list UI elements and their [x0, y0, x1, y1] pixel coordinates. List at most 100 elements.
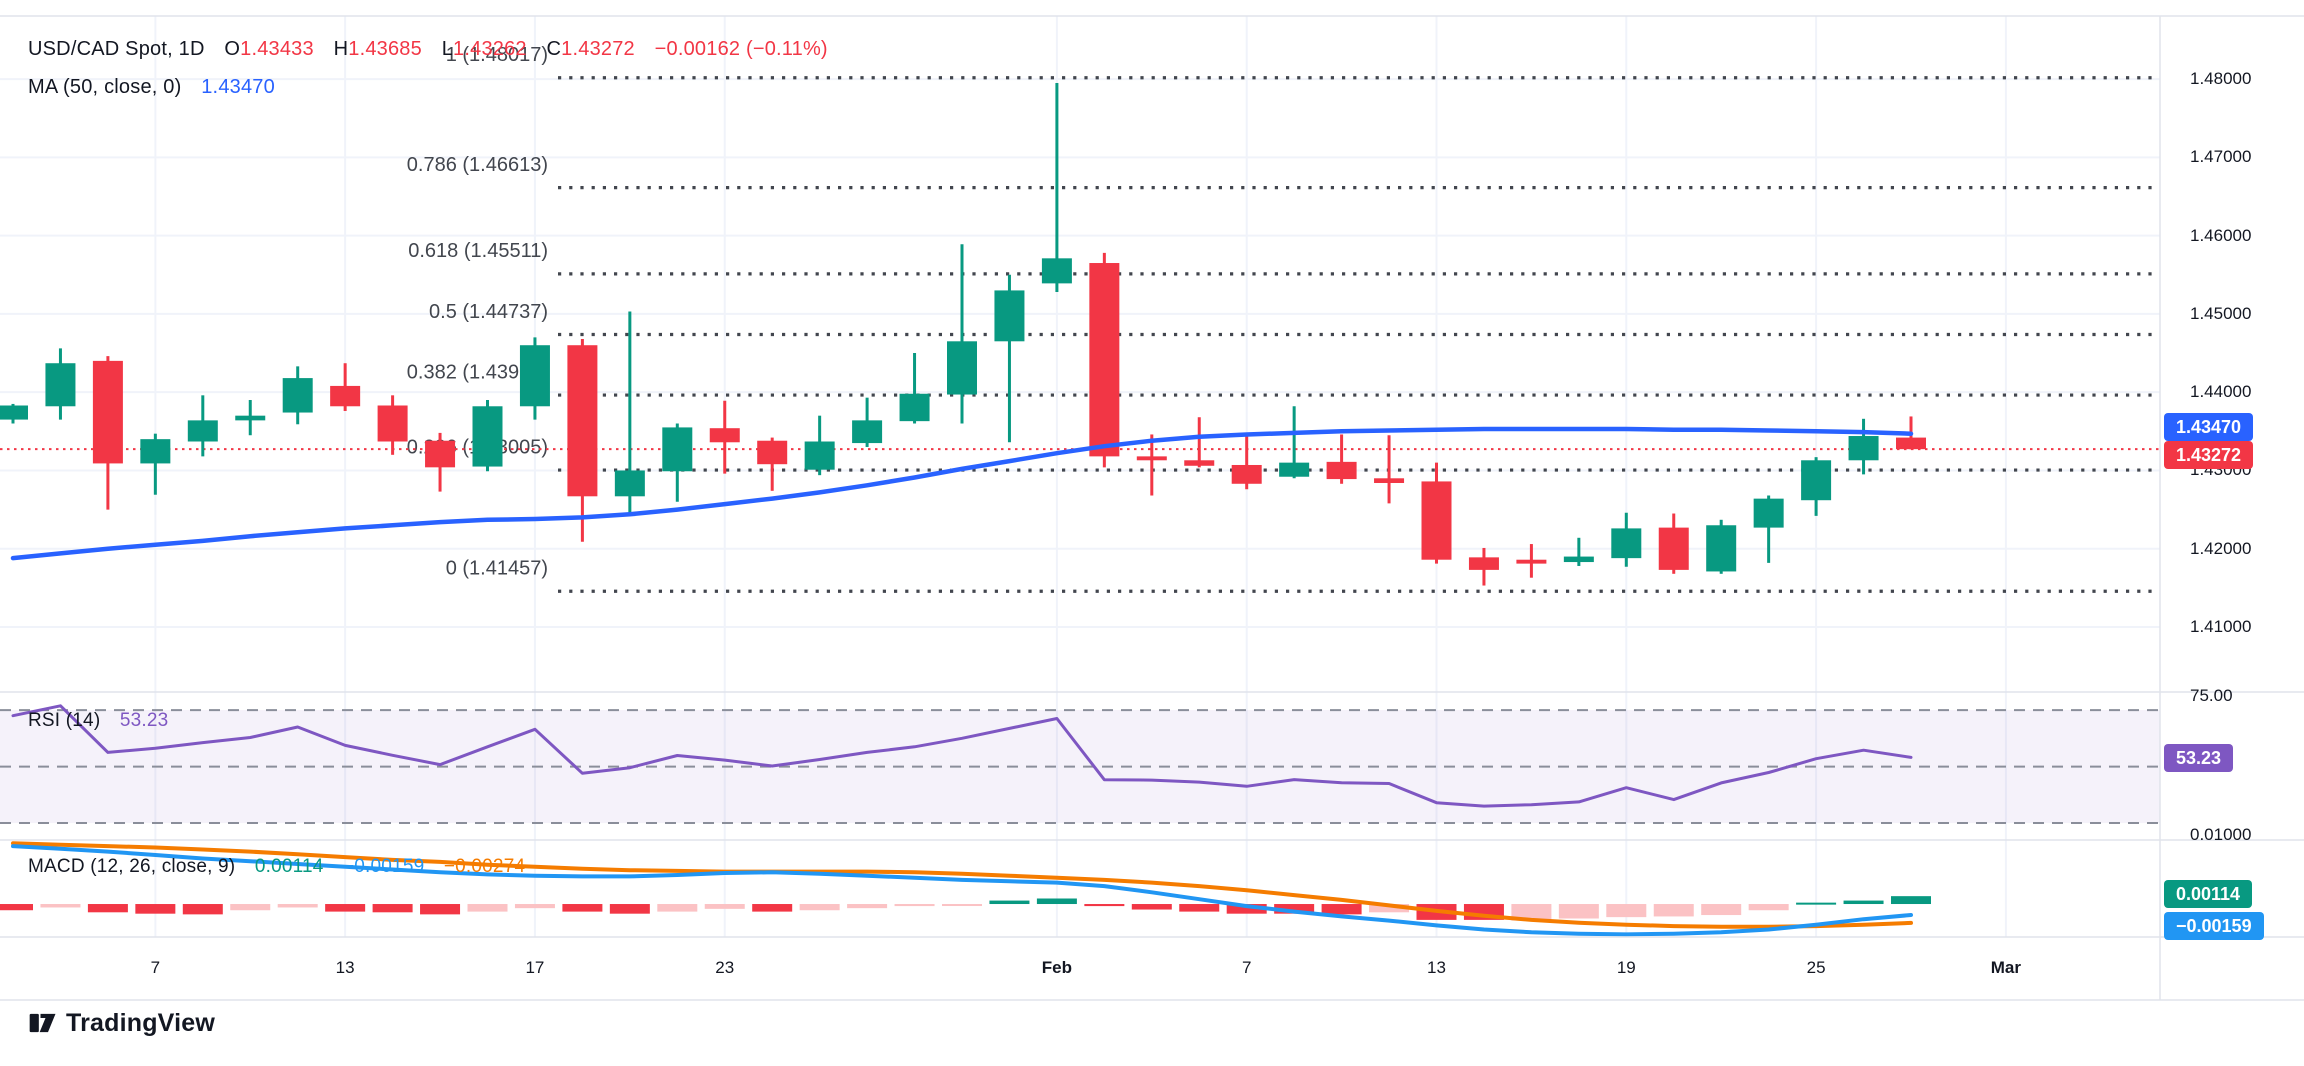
macd-histogram-bar — [942, 904, 982, 907]
macd-histogram-bar — [1226, 904, 1267, 914]
macd-histogram-bar — [1701, 904, 1742, 916]
ma-legend-value: 1.43470 — [201, 76, 275, 98]
candle-body — [282, 378, 313, 413]
macd-histogram-bar — [799, 904, 840, 911]
macd-histogram-bar — [657, 904, 698, 912]
time-axis-label: 13 — [1427, 958, 1446, 977]
macd-legend: MACD (12, 26, close, 9) 0.00114 −0.00159… — [28, 856, 525, 878]
candle-body — [425, 440, 456, 468]
candle-body — [709, 428, 740, 443]
macd-histogram-bar — [87, 904, 128, 913]
candle-body — [187, 420, 218, 442]
candle-body — [1136, 456, 1167, 461]
time-axis-label: 25 — [1806, 958, 1826, 977]
time-axis-label: 7 — [1241, 958, 1252, 977]
candle-body — [1563, 556, 1594, 563]
macd-histogram-bar — [1796, 902, 1837, 905]
macd-histogram-bar — [1606, 904, 1647, 918]
time-axis-label: 13 — [335, 958, 355, 977]
tradingview-logo[interactable]: TradingView — [28, 1008, 215, 1038]
symbol-title: USD/CAD Spot, 1D — [28, 38, 205, 60]
candle-body — [235, 415, 266, 421]
macd-histogram-bar — [1369, 904, 1410, 913]
time-axis-label: Mar — [1990, 958, 2022, 977]
macd-histogram-bar — [135, 904, 176, 914]
candle-body — [1326, 461, 1357, 480]
time-axis-label: 17 — [525, 958, 545, 977]
candle-body — [899, 393, 930, 422]
price-axis-label: 1.48000 — [2190, 69, 2252, 89]
macd-histogram-bar — [704, 904, 745, 909]
last-price-badge: 1.43272 — [2164, 441, 2254, 469]
open-label: O — [224, 38, 241, 60]
macd-histogram-bar — [182, 904, 223, 915]
candle-body — [1279, 462, 1310, 477]
candle-body — [45, 363, 76, 407]
macd-histogram-bar — [1274, 904, 1315, 914]
macd-histogram-bar — [277, 904, 318, 908]
macd-histogram-bar — [0, 904, 33, 911]
ma-legend-title: MA (50, close, 0) — [28, 76, 182, 98]
candle-body — [1896, 437, 1926, 450]
fib-level-label: 0.786 (1.46613) — [407, 154, 548, 176]
macd-histogram-bar — [1179, 904, 1220, 912]
macd-histogram-bar — [230, 904, 271, 911]
fib-level-label: 0 (1.41457) — [446, 558, 548, 580]
fib-level-label: 0.5 (1.44737) — [429, 301, 548, 323]
candle-body — [1184, 460, 1215, 466]
candle-body — [330, 385, 361, 407]
macd-histogram-bar — [1321, 904, 1362, 915]
macd-histogram-bar — [1131, 904, 1172, 910]
price-axis-label: 1.45000 — [2190, 303, 2252, 323]
macd-line-badge: −0.00159 — [2164, 912, 2264, 940]
high-label: H — [333, 38, 349, 60]
fib-level-label: 0.618 (1.45511) — [408, 240, 548, 262]
macd-hist-value: 0.00114 — [254, 856, 324, 877]
rsi-value-badge: 53.23 — [2164, 744, 2234, 772]
macd-line-value: −0.00159 — [342, 856, 425, 877]
macd-legend-title: MACD (12, 26, close, 9) — [28, 856, 236, 877]
candle-body — [1468, 557, 1499, 570]
tradingview-logo-text: TradingView — [66, 1008, 216, 1037]
candle-body — [92, 360, 123, 464]
candle-body — [1658, 527, 1689, 570]
macd-histogram-bar — [1558, 904, 1599, 919]
rsi-legend-title: RSI (14) — [28, 710, 101, 731]
price-axis-label: 1.46000 — [2190, 225, 2252, 245]
candle-body — [1801, 460, 1832, 501]
rsi-legend: RSI (14) 53.23 — [28, 710, 168, 732]
macd-histogram-bar — [40, 904, 81, 908]
candle-body — [472, 406, 503, 467]
macd-histogram-bar — [420, 904, 461, 915]
price-axis-label: 1.41000 — [2190, 617, 2252, 637]
candle-body — [994, 290, 1025, 342]
fib-level-label: 1 (1.48017) — [446, 44, 548, 66]
close-label: C — [546, 38, 562, 60]
high-value: 1.43685 — [348, 38, 422, 60]
macd-histogram-bar — [372, 904, 413, 913]
candle-body — [1041, 258, 1072, 284]
candle-body — [852, 420, 883, 444]
candle-body — [1611, 528, 1642, 559]
candle-body — [662, 427, 693, 472]
ma-price-badge: 1.43470 — [2164, 413, 2254, 441]
rsi-legend-value: 53.23 — [119, 710, 169, 731]
macd-signal-value: −0.00274 — [443, 856, 526, 877]
price-axis-label: 0.01000 — [2190, 825, 2252, 845]
candle-body — [519, 345, 550, 407]
candle-body — [1231, 464, 1262, 484]
ma-legend: MA (50, close, 0) 1.43470 — [28, 76, 275, 99]
price-axis-label: 75.00 — [2190, 685, 2233, 705]
macd-histogram-bar — [562, 904, 603, 912]
candle-body — [1421, 481, 1452, 560]
candle-body — [804, 441, 835, 470]
macd-histogram-bar — [1653, 904, 1694, 917]
candle-body — [377, 405, 408, 442]
time-axis-label: 23 — [715, 958, 735, 977]
candle-body — [567, 345, 598, 497]
macd-histogram-bar — [1891, 896, 1931, 905]
candle-body — [757, 440, 788, 465]
macd-histogram-bar — [514, 904, 555, 909]
